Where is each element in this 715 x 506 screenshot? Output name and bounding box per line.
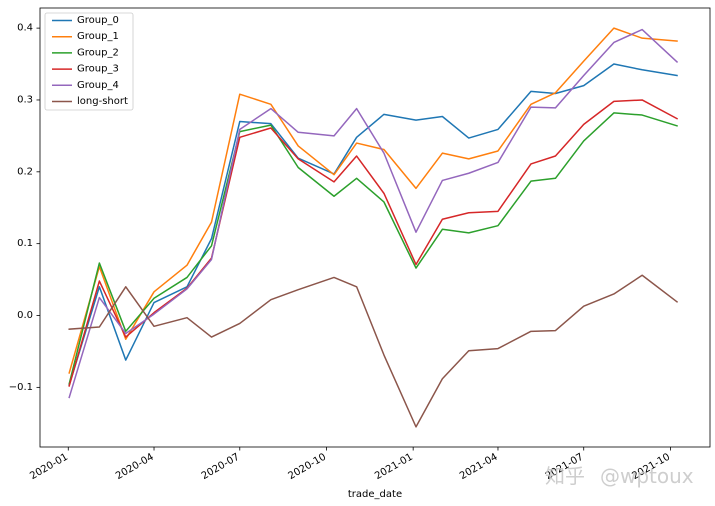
plot-frame: [39, 7, 711, 448]
y-tick-label: −0.1: [9, 382, 33, 393]
series-line-group-4: [68, 28, 679, 399]
series-line-group-2: [68, 112, 678, 385]
series-line-group-1: [68, 27, 678, 374]
series-line-group-3: [68, 99, 679, 387]
y-tick-label: 0.4: [17, 23, 33, 34]
watermark: 知乎 @wptoux: [545, 464, 694, 488]
legend-entry-long-short: long-short: [52, 96, 128, 107]
legend-label: Group_3: [77, 64, 119, 75]
watermark-platform: 知乎: [545, 464, 585, 488]
legend-entry-group-2: Group_2: [52, 47, 119, 58]
legend-label: long-short: [77, 96, 128, 107]
legend-entry-group-1: Group_1: [52, 31, 119, 42]
y-tick-label: 0.0: [17, 310, 33, 321]
y-tick-label: 0.2: [17, 166, 33, 177]
series-line-group-0: [68, 63, 678, 387]
legend-entry-group-0: Group_0: [52, 15, 119, 26]
legend: Group_0 Group_1 Group_2 Group_3 Group_4 long-…: [44, 12, 134, 111]
legend-entry-group-4: Group_4: [52, 80, 119, 91]
legend-entry-group-3: Group_3: [52, 64, 119, 75]
legend-label: Group_2: [77, 47, 119, 58]
legend-label: Group_0: [77, 15, 119, 26]
y-tick-label: 0.3: [17, 94, 33, 105]
y-tick-label: 0.1: [17, 238, 33, 249]
legend-label: Group_4: [77, 80, 119, 91]
x-axis-label: trade_date: [348, 489, 402, 500]
series-line-long-short: [68, 274, 679, 428]
watermark-handle: @wptoux: [600, 464, 694, 488]
legend-label: Group_1: [77, 31, 119, 42]
y-axis: −0.1 0.0 0.1 0.2 0.3 0.4: [9, 23, 40, 393]
series-layer: [68, 27, 679, 428]
